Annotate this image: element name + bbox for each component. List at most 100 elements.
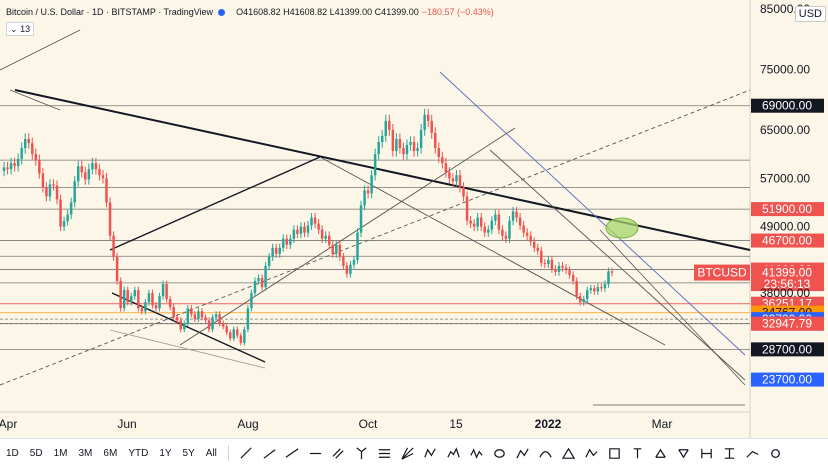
rectangle-icon[interactable]	[606, 445, 623, 462]
fib-retracement-icon[interactable]	[376, 445, 393, 462]
time-tick-label: Apr	[0, 417, 17, 431]
path-icon[interactable]	[514, 445, 531, 462]
candle-body	[250, 293, 253, 309]
candle-body	[9, 163, 13, 170]
timeframe-1y-button[interactable]: 1Y	[159, 447, 172, 459]
candle-body	[518, 217, 522, 226]
candle-body	[550, 259, 554, 269]
candle-body	[462, 187, 465, 197]
arc-icon[interactable]	[537, 445, 554, 462]
candle-body	[6, 167, 9, 170]
head-shoulders-icon[interactable]	[445, 445, 462, 462]
candle-body	[522, 225, 525, 233]
candle-body	[179, 320, 182, 330]
candle-body	[183, 323, 186, 330]
long-position-icon[interactable]	[652, 445, 669, 462]
price-tick-label: 38000.00	[760, 286, 810, 300]
time-tick-label: 2022	[535, 417, 562, 431]
elliott-wave-icon[interactable]	[468, 445, 485, 462]
indicators-toggle[interactable]: ⌄ 13	[6, 22, 35, 36]
candle-body	[497, 214, 501, 230]
candle-body	[607, 271, 610, 285]
candle-body	[434, 132, 437, 149]
price-label: 23700.00	[762, 373, 812, 387]
candle-body	[504, 235, 508, 239]
candle-body	[137, 290, 140, 309]
timeframe-all-button[interactable]: All	[205, 447, 217, 459]
currency-badge[interactable]: USD	[794, 6, 826, 22]
candle-body	[476, 217, 479, 227]
candle-body	[578, 296, 582, 303]
candle-body	[144, 302, 147, 312]
price-label: 23:56:13	[764, 277, 811, 291]
chart-area[interactable]: 69000.0051900.0046700.0041900.0041399.00…	[0, 0, 828, 438]
timeframe-6m-button[interactable]: 6M	[103, 447, 118, 459]
timeframe-1d-button[interactable]: 1D	[6, 447, 19, 459]
candle-body	[402, 148, 405, 155]
price-axis-labels: 69000.0051900.0046700.0041900.0041399.00…	[694, 98, 824, 387]
gann-fan-icon[interactable]	[399, 445, 416, 462]
candle-body	[126, 290, 129, 303]
candle-body	[589, 288, 593, 291]
extended-line-icon[interactable]	[284, 445, 301, 462]
horizontal-ray-icon[interactable]	[307, 445, 324, 462]
timeframe-1m-button[interactable]: 1M	[53, 447, 68, 459]
parallel-channel-icon[interactable]	[330, 445, 347, 462]
price-range-icon[interactable]	[698, 445, 715, 462]
ellipse-icon[interactable]	[491, 445, 508, 462]
candle-body	[508, 220, 511, 239]
time-tick-label: Aug	[237, 417, 258, 431]
trend-line	[599, 229, 746, 386]
date-range-icon[interactable]	[721, 445, 738, 462]
candle-body	[327, 235, 331, 245]
settings-icon[interactable]	[767, 445, 784, 462]
candle-body	[575, 281, 578, 297]
candle-body	[603, 284, 607, 289]
candle-body	[84, 172, 87, 180]
candle-body	[317, 223, 320, 230]
price-label-bg	[751, 372, 824, 387]
triangle-icon[interactable]	[560, 445, 577, 462]
xabcd-pattern-icon[interactable]	[422, 445, 439, 462]
candle-body	[529, 235, 532, 242]
timeframe-5d-button[interactable]: 5D	[29, 447, 43, 459]
timeframe-ytd-button[interactable]: YTD	[128, 447, 149, 459]
candle-body	[586, 290, 589, 300]
time-tick-label: 15	[449, 417, 463, 431]
price-label-bg	[751, 98, 824, 113]
polyline-icon[interactable]	[583, 445, 600, 462]
price-tick-label: 57000.00	[760, 171, 810, 185]
candle-body	[349, 264, 352, 274]
trend-line	[489, 149, 746, 381]
trendline-icon[interactable]	[238, 445, 255, 462]
toolbar-divider	[227, 445, 229, 461]
price-label: 32947.79	[762, 317, 812, 331]
candle-body	[260, 278, 264, 288]
timeframe-5y-button[interactable]: 5Y	[182, 447, 195, 459]
candle-body	[285, 238, 289, 245]
candle-body	[165, 284, 168, 300]
timeframe-3m-button[interactable]: 3M	[78, 447, 93, 459]
ray-icon[interactable]	[261, 445, 278, 462]
candle-body	[388, 120, 391, 130]
candle-body	[490, 220, 494, 230]
candle-body	[243, 329, 246, 343]
forecast-icon[interactable]	[744, 445, 761, 462]
short-position-icon[interactable]	[675, 445, 692, 462]
candle-body	[13, 163, 16, 167]
candle-body	[395, 138, 398, 152]
candle-body	[536, 247, 540, 251]
candle-body	[335, 244, 338, 254]
candle-body	[405, 145, 409, 155]
candle-body	[101, 175, 105, 179]
candle-body	[41, 173, 45, 188]
candle-body	[168, 299, 172, 308]
candle-body	[568, 270, 571, 275]
text-icon[interactable]	[629, 445, 646, 462]
candle-body	[458, 175, 462, 188]
candle-body	[430, 120, 433, 133]
candle-body	[69, 202, 73, 215]
candle-body	[197, 311, 200, 320]
pitchfork-icon[interactable]	[353, 445, 370, 462]
symbol-tag-bg	[694, 264, 750, 281]
